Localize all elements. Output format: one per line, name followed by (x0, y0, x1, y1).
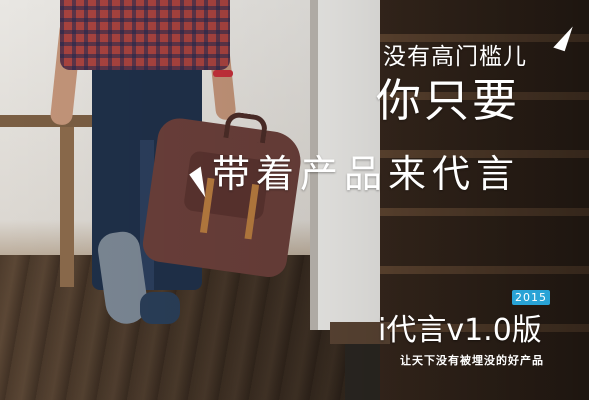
headline-line1: 没有高门槛儿 (383, 44, 527, 70)
person-plaid-shirt (60, 0, 230, 70)
slogan: 让天下没有被埋没的好产品 (400, 354, 544, 367)
baseboard (330, 322, 390, 344)
year-badge: 2015 (512, 290, 550, 305)
wall-edge (310, 0, 320, 330)
headline-line3: 带着产品来代言 (212, 152, 521, 196)
product-name: i代言v1.0版 (378, 313, 542, 348)
wristband (213, 70, 233, 77)
headline-line2: 你只要 (376, 74, 521, 127)
table-leg (60, 127, 74, 287)
staircase (380, 0, 589, 400)
person-shoe-right (140, 292, 180, 324)
wall (318, 0, 383, 330)
